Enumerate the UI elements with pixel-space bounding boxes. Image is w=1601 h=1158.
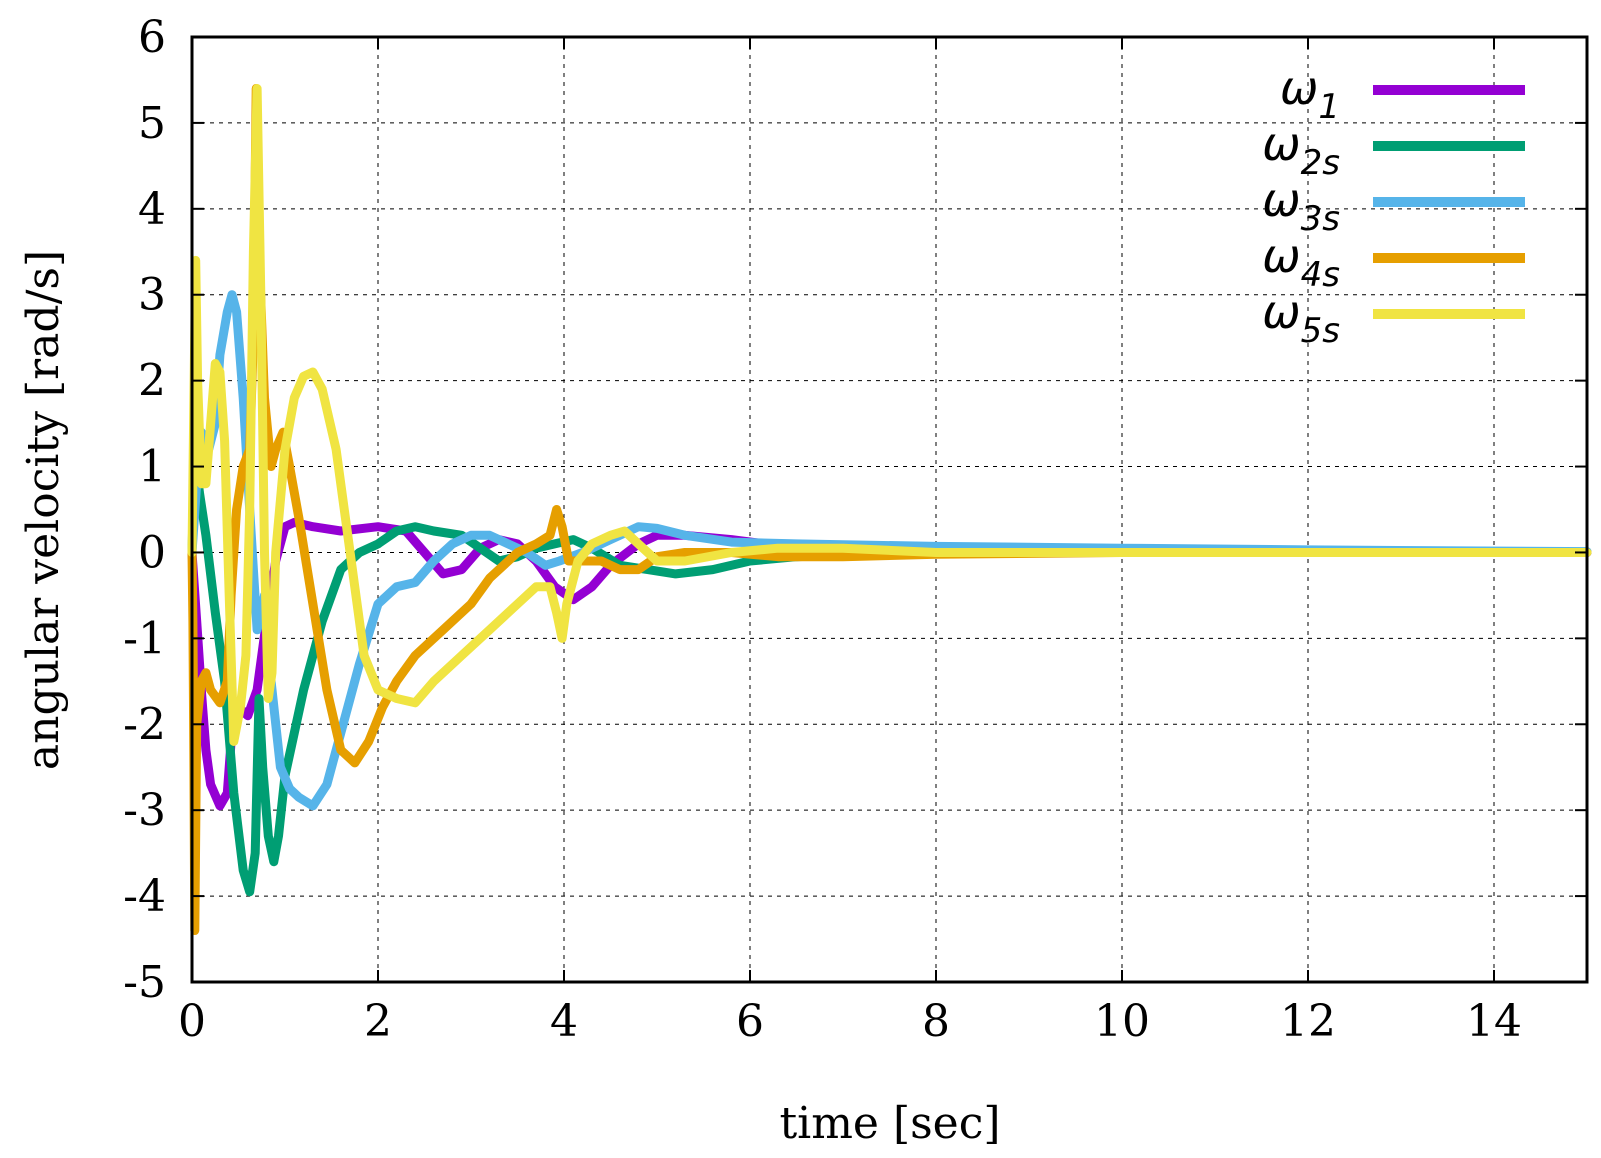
series-line-ω3s — [187, 290, 1592, 811]
x-tick-labels: 0 2 4 6 8 10 12 14 — [178, 996, 1522, 1047]
x-tick-label: 4 — [550, 996, 578, 1047]
x-tick-label: 6 — [736, 996, 764, 1047]
y-axis-label: angular velocity [rad/s] — [18, 250, 69, 770]
series-line-ω4s — [187, 84, 1592, 935]
legend-item-ω1: ω1 — [1280, 61, 1525, 127]
legend-item-ω4s: ω4s — [1262, 229, 1525, 295]
x-tick-label: 8 — [922, 996, 950, 1047]
series-line-ω1 — [187, 517, 1592, 811]
legend-label: ω1 — [1280, 61, 1340, 127]
y-tick-label: -1 — [123, 613, 166, 664]
y-tick-label: 0 — [138, 527, 166, 578]
legend-label: ω3s — [1262, 173, 1340, 239]
legend-item-ω3s: ω3s — [1262, 173, 1525, 239]
y-tick-label: 2 — [138, 356, 166, 407]
x-tick-label: 2 — [364, 996, 392, 1047]
x-tick-label: 10 — [1094, 996, 1150, 1047]
x-tick-label: 14 — [1466, 996, 1522, 1047]
legend-label: ω5s — [1262, 285, 1340, 351]
legend-item-ω5s: ω5s — [1262, 285, 1525, 351]
series-line-ω5s — [187, 84, 1592, 746]
y-tick-label: 1 — [138, 442, 166, 493]
series-line-ω2s — [187, 444, 1592, 897]
legend-label: ω4s — [1262, 229, 1340, 295]
legend-item-ω2s: ω2s — [1262, 117, 1525, 183]
series-layer — [187, 84, 1592, 935]
plot-frame — [190, 35, 1589, 984]
y-tick-label: 4 — [138, 184, 166, 235]
axis-ticks — [191, 36, 1587, 983]
legend-label: ω2s — [1262, 117, 1340, 183]
grid-lines — [192, 37, 1587, 982]
y-tick-label: -5 — [123, 957, 166, 1008]
y-tick-labels: -5 -4 -3 -2 -1 0 1 2 3 4 5 6 — [123, 12, 166, 1008]
y-tick-label: 5 — [138, 98, 166, 149]
y-tick-label: -3 — [123, 785, 166, 836]
y-tick-label: 6 — [138, 12, 166, 63]
x-tick-label: 12 — [1280, 996, 1336, 1047]
y-tick-label: -4 — [123, 871, 166, 922]
x-tick-label: 0 — [178, 996, 206, 1047]
y-tick-label: 3 — [138, 270, 166, 321]
x-axis-label: time [sec] — [779, 1098, 1000, 1149]
y-tick-label: -2 — [123, 699, 166, 750]
